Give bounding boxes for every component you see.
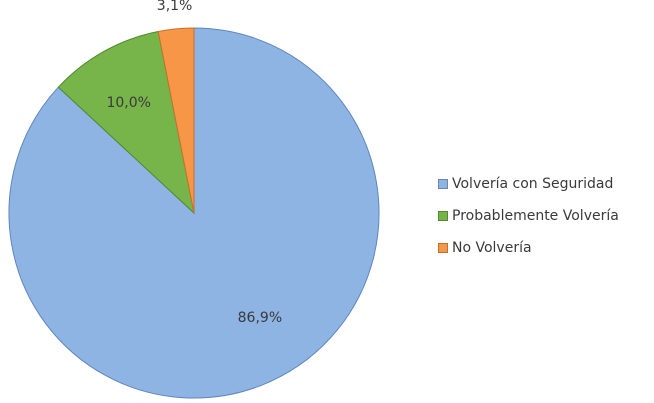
data-label-no-volveria: 3,1% <box>157 0 193 14</box>
legend-swatch-volveria-con-seguridad <box>438 179 448 189</box>
legend-label-no-volveria: No Volvería <box>452 240 532 256</box>
legend-item-no-volveria: No Volvería <box>438 232 650 264</box>
legend-label-volveria-con-seguridad: Volvería con Seguridad <box>452 176 614 192</box>
legend-item-volveria-con-seguridad: Volvería con Seguridad <box>438 168 650 200</box>
pie-slice-probablemente-volveria <box>57 30 195 215</box>
legend-label-probablemente-volveria: Probablemente Volvería <box>452 208 619 224</box>
legend-swatch-no-volveria <box>438 243 448 253</box>
legend-swatch-probablemente-volveria <box>438 211 448 221</box>
legend-item-probablemente-volveria: Probablemente Volvería <box>438 200 650 232</box>
data-label-volveria-con-seguridad: 86,9% <box>238 310 282 326</box>
pie-slice-no-volveria <box>157 27 195 214</box>
chart-legend: Volvería con Seguridad Probablemente Vol… <box>438 168 650 264</box>
data-label-probablemente-volveria: 10,0% <box>106 95 150 111</box>
